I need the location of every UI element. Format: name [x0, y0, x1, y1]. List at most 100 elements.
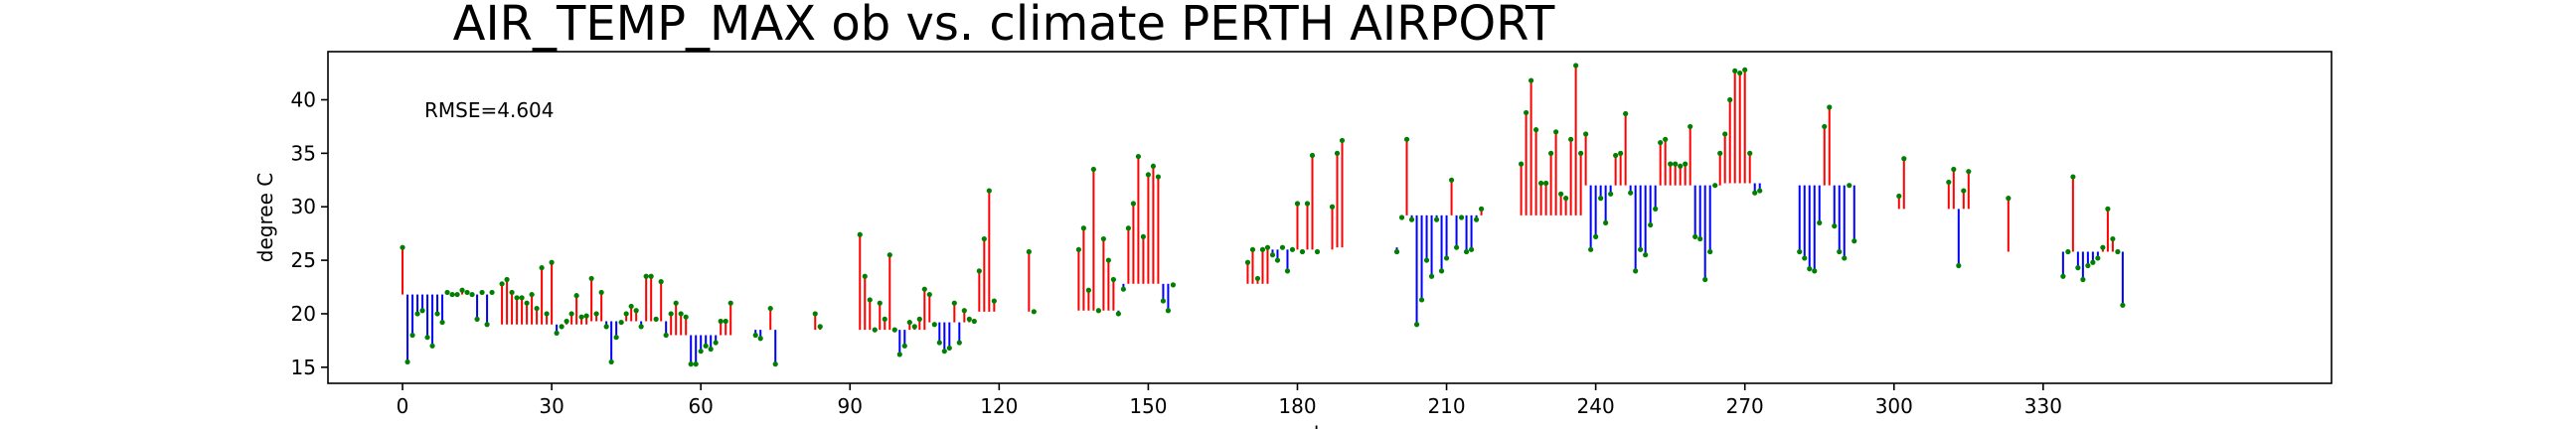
obs-point-178: [1618, 150, 1624, 156]
obs-point-76: [877, 300, 883, 306]
obs-point-169: [1573, 63, 1579, 69]
obs-point-238: [2115, 248, 2121, 255]
obs-point-50: [653, 316, 659, 322]
obs-point-115: [1140, 233, 1147, 239]
obs-point-175: [1603, 219, 1609, 225]
obs-point-73: [862, 273, 868, 279]
obs-point-16: [479, 289, 485, 296]
obs-point-196: [1707, 248, 1713, 255]
obs-point-87: [931, 322, 937, 328]
obs-point-13: [464, 289, 470, 296]
obs-point-194: [1697, 235, 1703, 242]
x-tick-label-90: 90: [838, 394, 863, 418]
obs-point-137: [1329, 204, 1336, 210]
obs-point-198: [1717, 150, 1723, 156]
obs-point-151: [1448, 177, 1455, 183]
obs-point-65: [727, 300, 733, 306]
obs-point-153: [1458, 214, 1465, 220]
obs-point-5: [424, 335, 430, 341]
x-tick-label-60: 60: [688, 394, 713, 418]
obs-point-164: [1548, 150, 1554, 156]
obs-point-48: [643, 273, 649, 279]
obs-point-171: [1583, 131, 1589, 137]
obs-point-188: [1668, 161, 1674, 167]
obs-point-30: [554, 330, 560, 336]
x-tick-label-330: 330: [2024, 394, 2062, 418]
obs-point-202: [1737, 70, 1743, 76]
obs-point-183: [1643, 252, 1649, 258]
obs-point-152: [1453, 244, 1460, 250]
obs-point-193: [1692, 233, 1698, 239]
obs-point-69: [772, 361, 778, 367]
obs-point-124: [1254, 275, 1261, 282]
obs-point-14: [469, 291, 475, 298]
obs-point-138: [1334, 150, 1341, 156]
x-tick-label-240: 240: [1577, 394, 1615, 418]
obs-point-11: [454, 291, 460, 298]
obs-point-146: [1423, 257, 1430, 263]
obs-point-23: [519, 295, 525, 301]
obs-point-114: [1135, 153, 1142, 160]
obs-point-235: [2100, 244, 2106, 250]
obs-point-219: [1896, 193, 1902, 200]
chart-title: AIR_TEMP_MAX ob vs. climate PERTH AIRPOR…: [453, 0, 1555, 52]
obs-point-42: [613, 335, 619, 341]
obs-point-157: [1478, 206, 1485, 212]
obs-point-229: [2070, 174, 2076, 180]
obs-point-97: [981, 235, 987, 242]
obs-point-109: [1110, 276, 1116, 283]
obs-point-80: [896, 352, 902, 358]
obs-point-66: [752, 332, 758, 339]
obs-point-4: [419, 308, 425, 314]
obs-point-1: [404, 358, 410, 365]
obs-point-118: [1155, 174, 1162, 180]
obs-point-55: [678, 311, 684, 317]
obs-point-113: [1130, 201, 1137, 207]
obs-point-61: [708, 346, 714, 353]
obs-point-110: [1115, 311, 1121, 317]
obs-point-168: [1568, 136, 1574, 142]
obs-point-98: [986, 188, 992, 194]
plot-area: [327, 51, 2333, 384]
obs-point-71: [817, 324, 823, 330]
obs-point-31: [559, 324, 564, 330]
obs-point-51: [658, 279, 664, 285]
obs-point-201: [1732, 68, 1738, 73]
y-tick-label-30: 30: [291, 195, 316, 218]
obs-point-105: [1090, 166, 1096, 173]
obs-point-22: [514, 295, 520, 301]
x-tick-label-180: 180: [1278, 394, 1316, 418]
obs-point-211: [1817, 219, 1823, 225]
x-tick-label-150: 150: [1129, 394, 1167, 418]
obs-point-0: [400, 244, 405, 250]
obs-point-199: [1722, 131, 1728, 137]
obs-point-8: [439, 319, 445, 326]
obs-point-34: [573, 293, 579, 299]
y-tick-label-40: 40: [291, 87, 316, 111]
obs-point-103: [1080, 225, 1086, 231]
obs-point-75: [872, 327, 878, 333]
obs-point-92: [956, 340, 962, 346]
obs-point-57: [688, 361, 694, 367]
obs-point-111: [1120, 286, 1126, 292]
obs-point-160: [1529, 77, 1534, 83]
obs-point-140: [1393, 248, 1400, 255]
obs-point-145: [1418, 297, 1425, 303]
obs-point-181: [1633, 268, 1639, 274]
obs-point-142: [1403, 136, 1410, 142]
obs-point-38: [593, 311, 599, 317]
obs-point-94: [966, 316, 972, 322]
obs-point-45: [628, 303, 634, 310]
obs-point-213: [1827, 104, 1833, 110]
obs-point-218: [1852, 238, 1857, 244]
obs-point-56: [683, 314, 689, 320]
x-tick-label-30: 30: [539, 394, 564, 418]
obs-point-24: [524, 300, 530, 306]
x-tick-label-0: 0: [397, 394, 409, 418]
obs-point-173: [1593, 233, 1599, 239]
obs-point-78: [886, 252, 892, 258]
obs-point-226: [2006, 196, 2012, 202]
obs-point-32: [564, 318, 569, 325]
obs-point-52: [663, 332, 669, 339]
